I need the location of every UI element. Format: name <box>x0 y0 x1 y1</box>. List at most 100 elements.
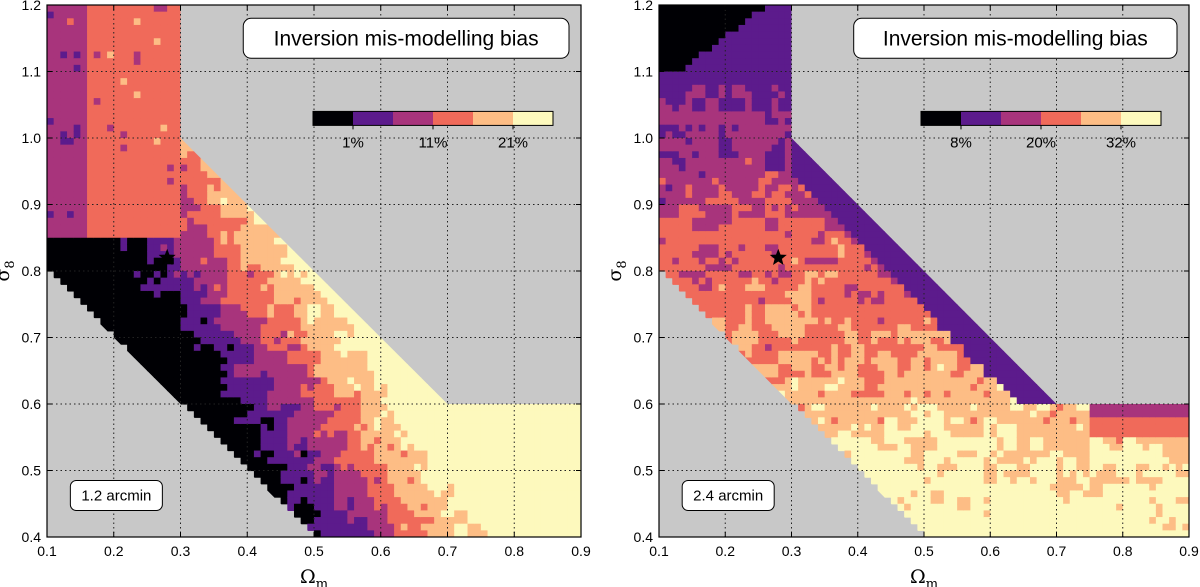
heatmap-cell <box>334 470 342 478</box>
heatmap-cell <box>910 450 918 458</box>
heatmap-cell <box>910 344 918 352</box>
heatmap-cell <box>771 297 779 305</box>
heatmap-cell <box>672 44 680 53</box>
heatmap-cell <box>340 330 348 339</box>
heatmap-cell <box>153 251 162 259</box>
heatmap-cell <box>930 297 938 305</box>
heatmap-cell <box>253 470 262 478</box>
heatmap-cell <box>87 38 95 46</box>
heatmap-cell <box>100 164 108 172</box>
heatmap-cell <box>420 430 429 438</box>
heatmap-cell <box>943 304 952 312</box>
heatmap-cell <box>904 463 912 472</box>
heatmap-cell <box>798 350 806 359</box>
heatmap-cell <box>917 463 925 472</box>
heatmap-cell <box>314 357 322 365</box>
heatmap-cell <box>180 244 188 252</box>
heatmap-cell <box>731 277 740 285</box>
heatmap-cell <box>67 98 75 106</box>
heatmap-cell <box>307 277 315 285</box>
heatmap-cell <box>247 384 255 392</box>
heatmap-cell <box>857 364 865 372</box>
heatmap-cell <box>745 224 753 232</box>
heatmap-cell <box>672 91 680 99</box>
heatmap-cell <box>857 337 865 345</box>
heatmap-cell <box>267 417 275 425</box>
heatmap-cell <box>233 430 242 438</box>
heatmap-cell <box>957 317 965 325</box>
heatmap-cell <box>804 151 812 159</box>
heatmap-cell <box>494 530 502 537</box>
heatmap-cell <box>107 164 115 172</box>
heatmap-cell <box>354 437 362 445</box>
heatmap-cell <box>273 390 282 398</box>
heatmap-cell <box>818 251 826 259</box>
heatmap-cell <box>133 104 142 112</box>
heatmap-cell <box>910 470 918 478</box>
heatmap-cell <box>100 237 108 245</box>
heatmap-cell <box>771 18 779 26</box>
heatmap-cell <box>113 251 122 259</box>
heatmap-cell <box>698 98 706 106</box>
heatmap-cell <box>924 357 932 365</box>
heatmap-cell <box>560 523 569 531</box>
heatmap-cell <box>758 310 766 319</box>
heatmap-cell <box>547 437 555 445</box>
heatmap-cell <box>665 257 673 265</box>
heatmap-cell <box>864 251 872 259</box>
heatmap-cell <box>731 204 740 212</box>
heatmap-cell <box>227 423 235 432</box>
heatmap-cell <box>247 237 255 245</box>
heatmap-cell <box>871 264 879 272</box>
heatmap-cell <box>917 443 925 452</box>
heatmap-cell <box>193 237 202 245</box>
heatmap-cell <box>547 443 555 452</box>
heatmap-cell <box>725 64 733 73</box>
heatmap-cell <box>47 118 55 126</box>
heatmap-cell <box>910 437 918 445</box>
heatmap-cell <box>427 497 435 505</box>
heatmap-cell <box>877 297 885 305</box>
heatmap-cell <box>400 410 409 418</box>
heatmap-cell <box>745 324 753 332</box>
heatmap-cell <box>758 51 766 59</box>
heatmap-cell <box>147 184 155 192</box>
heatmap-cell <box>147 138 155 146</box>
heatmap-cell <box>857 430 865 438</box>
heatmap-cell <box>127 184 135 192</box>
heatmap-cell <box>890 497 899 505</box>
heatmap-cell <box>460 450 469 458</box>
heatmap-cell <box>253 271 262 279</box>
heatmap-cell <box>147 5 155 13</box>
heatmap-cell <box>692 284 700 292</box>
heatmap-cell <box>712 310 720 319</box>
heatmap-cell <box>160 310 168 319</box>
heatmap-cell <box>347 344 355 352</box>
heatmap-cell <box>718 91 726 99</box>
heatmap-cell <box>334 357 342 365</box>
heatmap-cell <box>567 457 575 465</box>
heatmap-cell <box>374 523 382 531</box>
heatmap-cell <box>327 370 335 378</box>
heatmap-cell <box>514 443 522 452</box>
heatmap-cell <box>705 118 713 126</box>
heatmap-cell <box>240 204 248 212</box>
heatmap-cell <box>718 171 726 179</box>
heatmap-cell <box>334 463 342 472</box>
heatmap-cell <box>963 357 971 365</box>
heatmap-cell <box>253 443 262 452</box>
heatmap-cell <box>897 490 905 498</box>
heatmap-cell <box>665 244 673 252</box>
heatmap-cell <box>678 11 687 19</box>
heatmap-cell <box>260 430 268 438</box>
heatmap-cell <box>173 78 182 86</box>
heatmap-cell <box>851 350 859 359</box>
heatmap-cell <box>247 284 255 292</box>
heatmap-cell <box>354 337 362 345</box>
heatmap-cell <box>80 64 88 73</box>
heatmap-cell <box>731 237 740 245</box>
heatmap-cell <box>804 364 812 372</box>
heatmap-cell <box>798 397 806 405</box>
colorbar-segment <box>433 111 474 126</box>
heatmap-cell <box>864 370 872 378</box>
